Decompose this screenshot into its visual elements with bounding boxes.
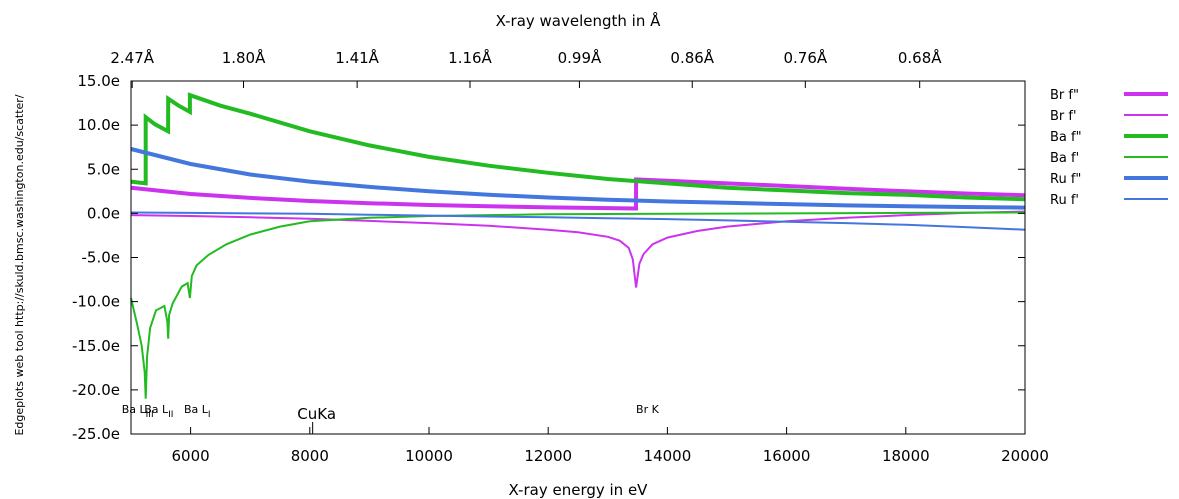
y-tick-label: 0.0e bbox=[87, 204, 120, 222]
edge-label-cuka: CuKa bbox=[297, 405, 336, 423]
x2-tick-label: 1.80Å bbox=[222, 48, 266, 67]
x2-tick-label: 0.86Å bbox=[670, 48, 714, 67]
legend-label: Ba f' bbox=[1050, 151, 1079, 166]
legend-label: Ru f' bbox=[1050, 193, 1079, 208]
y-tick-label: 15.0e bbox=[77, 72, 120, 90]
edge-label-sub: III bbox=[146, 410, 154, 420]
series-line-1 bbox=[130, 210, 1026, 288]
x-tick-label: 14000 bbox=[644, 447, 692, 465]
x-tick-label: 8000 bbox=[291, 447, 329, 465]
edge-label-main: Ba L bbox=[122, 403, 147, 416]
edge-label-sub: II bbox=[168, 410, 173, 420]
edge-label-main: Br K bbox=[636, 403, 660, 416]
legend: Br f" Br f' Ba f" Ba f' Ru f" Ru f' bbox=[1050, 88, 1168, 208]
y-tick-label: -15.0e bbox=[72, 337, 120, 355]
ticks-layer: 15.0e 10.0e 5.0e 0.0e -5.0e -10.0e -15.0e -20.0… bbox=[72, 48, 1049, 465]
edge-label: Ba LII bbox=[144, 403, 173, 420]
y-tick-label: -5.0e bbox=[82, 249, 121, 267]
legend-label: Ba f" bbox=[1050, 130, 1082, 145]
x-tick-label: 10000 bbox=[405, 447, 453, 465]
x-tick-label: 6000 bbox=[172, 447, 210, 465]
edge-label: Br K bbox=[636, 403, 660, 416]
y-tick-label: -10.0e bbox=[72, 293, 120, 311]
legend-label: Br f' bbox=[1050, 109, 1077, 124]
x-tick-label: 20000 bbox=[1001, 447, 1049, 465]
edge-label-main: Ba L bbox=[184, 403, 209, 416]
top-axis-title: X-ray wavelength in Å bbox=[496, 11, 662, 30]
y-tick-label: 5.0e bbox=[87, 160, 120, 178]
legend-label: Ru f" bbox=[1050, 172, 1081, 187]
edge-label-sub: I bbox=[208, 410, 211, 420]
source-note: Edgeplots web tool http://skuld.bmsc.was… bbox=[13, 94, 26, 435]
bottom-axis-title: X-ray energy in eV bbox=[509, 481, 649, 499]
x-tick-label: 18000 bbox=[882, 447, 930, 465]
series-layer bbox=[130, 92, 1026, 399]
plot-frame bbox=[130, 80, 1026, 435]
series-line-4 bbox=[130, 147, 1026, 210]
legend-label: Br f" bbox=[1050, 88, 1079, 103]
x2-tick-label: 1.16Å bbox=[448, 48, 492, 67]
edge-label-main: Ba L bbox=[144, 403, 169, 416]
x2-tick-label: 2.47Å bbox=[110, 48, 154, 67]
x2-tick-label: 0.76Å bbox=[783, 48, 827, 67]
x2-tick-label: 0.68Å bbox=[898, 48, 942, 67]
edge-label: Ba LIII bbox=[122, 403, 154, 420]
series-line-2 bbox=[130, 92, 1026, 202]
x-tick-label: 12000 bbox=[524, 447, 572, 465]
edge-label: Ba LI bbox=[184, 403, 211, 420]
series-line-0 bbox=[130, 177, 1026, 211]
series-line-3 bbox=[130, 211, 1026, 399]
y-tick-label: 10.0e bbox=[77, 116, 120, 134]
y-tick-label: -20.0e bbox=[72, 381, 120, 399]
series-line-5 bbox=[130, 211, 1026, 231]
x-tick-label: 16000 bbox=[763, 447, 811, 465]
x2-tick-label: 0.99Å bbox=[558, 48, 602, 67]
x2-tick-label: 1.41Å bbox=[335, 48, 379, 67]
y-tick-label: -25.0e bbox=[72, 425, 120, 443]
